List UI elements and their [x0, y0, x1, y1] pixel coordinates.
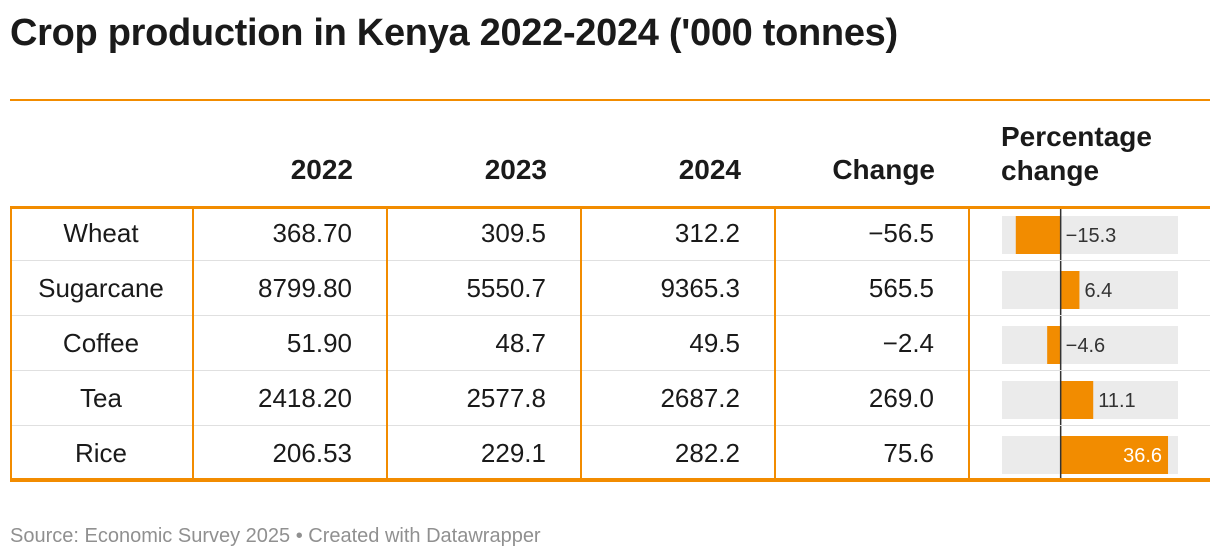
percentage-bar — [1060, 436, 1169, 474]
crop-name-cell: Tea — [10, 370, 194, 426]
percentage-bar-chart: 11.1 — [1002, 371, 1178, 425]
bar-track — [1002, 271, 1178, 309]
percentage-bar — [1060, 271, 1080, 309]
value-2022-cell: 206.53 — [193, 425, 388, 480]
percentage-change-cell: −4.6 — [969, 315, 1210, 371]
column-header-percentage-line2: change — [1001, 155, 1100, 186]
value-2024-cell: 9365.3 — [581, 260, 776, 316]
table-row: Wheat 368.70 309.5 312.2 −56.5 −15.3 — [10, 206, 1210, 261]
table-row: Tea 2418.20 2577.8 2687.2 269.0 11.1 — [10, 370, 1210, 426]
percentage-bar — [1015, 216, 1061, 254]
value-2023-cell: 229.1 — [387, 425, 582, 480]
change-cell: −56.5 — [775, 206, 970, 261]
bar-track — [1002, 326, 1178, 364]
percentage-bar-chart: 36.6 — [1002, 426, 1178, 480]
chart-title: Crop production in Kenya 2022-2024 ('000… — [10, 12, 898, 54]
change-cell: 75.6 — [775, 425, 970, 480]
value-2024-cell: 49.5 — [581, 315, 776, 371]
crop-name-cell: Coffee — [10, 315, 194, 371]
percentage-label: 36.6 — [1123, 445, 1162, 467]
column-header-percentage-line1: Percentage — [1001, 121, 1152, 152]
percentage-change-cell: 36.6 — [969, 426, 1210, 480]
value-2023-cell: 5550.7 — [387, 260, 582, 316]
table-row: Sugarcane 8799.80 5550.7 9365.3 565.5 6.4 — [10, 260, 1210, 316]
column-header-2023: 2023 — [484, 154, 547, 185]
value-2023-cell: 309.5 — [387, 206, 582, 261]
column-header-2024: 2024 — [678, 154, 741, 185]
value-2023-cell: 48.7 — [387, 315, 582, 371]
value-2022-cell: 8799.80 — [193, 260, 388, 316]
percentage-bar — [1060, 381, 1094, 419]
table-row: Coffee 51.90 48.7 49.5 −2.4 −4.6 — [10, 315, 1210, 371]
percentage-bar-chart: 6.4 — [1002, 261, 1178, 315]
value-2024-cell: 312.2 — [581, 206, 776, 261]
percentage-bar — [1047, 326, 1061, 364]
value-2022-cell: 2418.20 — [193, 370, 388, 426]
percentage-label: 11.1 — [1098, 390, 1135, 412]
percentage-label: −4.6 — [1066, 335, 1105, 357]
percentage-change-cell: 11.1 — [969, 370, 1210, 426]
column-header-percentage-change: Percentage change — [1001, 120, 1201, 188]
header-divider — [10, 99, 1210, 101]
value-2024-cell: 282.2 — [581, 425, 776, 480]
value-2022-cell: 51.90 — [193, 315, 388, 371]
crop-name-cell: Wheat — [10, 206, 194, 261]
percentage-bar-chart: −15.3 — [1002, 206, 1178, 260]
change-cell: 269.0 — [775, 370, 970, 426]
crop-name-cell: Sugarcane — [10, 260, 194, 316]
source-note: Source: Economic Survey 2025 • Created w… — [10, 525, 541, 547]
crop-table: Wheat 368.70 309.5 312.2 −56.5 −15.3 Sugarcane… — [10, 206, 1210, 480]
change-cell: −2.4 — [775, 315, 970, 371]
table-row: Rice 206.53 229.1 282.2 75.6 36.6 — [10, 425, 1210, 480]
percentage-bar-chart: −4.6 — [1002, 316, 1178, 370]
value-2022-cell: 368.70 — [193, 206, 388, 261]
change-cell: 565.5 — [775, 260, 970, 316]
value-2024-cell: 2687.2 — [581, 370, 776, 426]
value-2023-cell: 2577.8 — [387, 370, 582, 426]
percentage-change-cell: −15.3 — [969, 206, 1210, 261]
percentage-change-cell: 6.4 — [969, 260, 1210, 316]
crop-name-cell: Rice — [10, 425, 194, 480]
column-header-change: Change — [832, 154, 935, 185]
column-header-2022: 2022 — [290, 154, 353, 185]
percentage-label: 6.4 — [1084, 280, 1112, 302]
percentage-label: −15.3 — [1066, 225, 1117, 247]
